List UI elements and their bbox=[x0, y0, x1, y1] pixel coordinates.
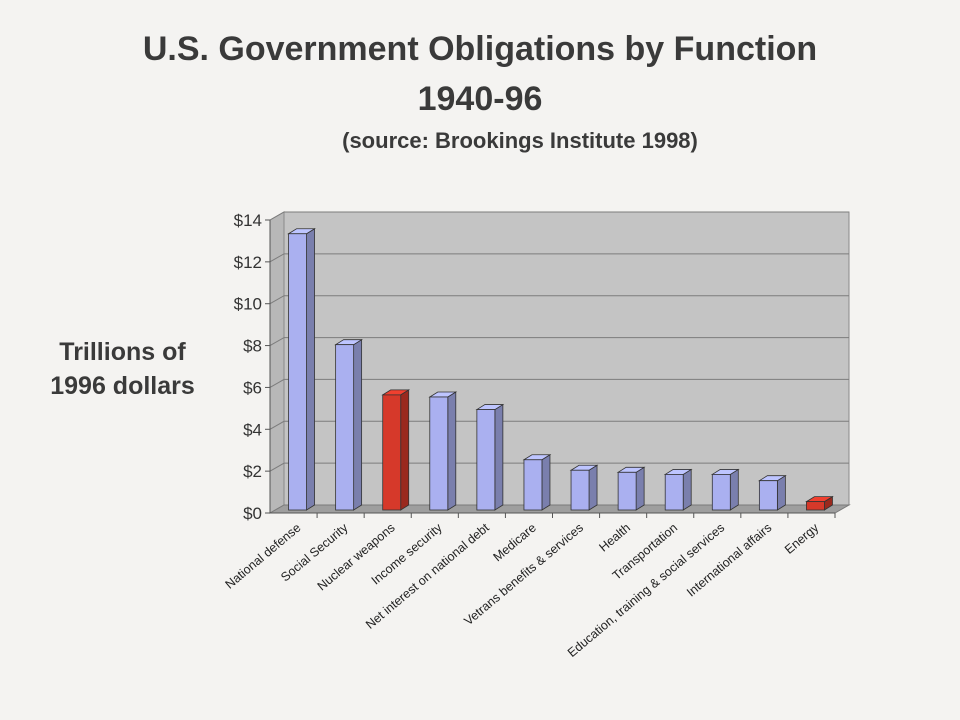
y-tick-label: $8 bbox=[243, 337, 262, 356]
x-tick-label: International affairs bbox=[684, 521, 774, 600]
chart-title-years: 1940-96 bbox=[417, 80, 543, 118]
bar-side bbox=[447, 391, 457, 511]
gridline bbox=[269, 462, 849, 472]
bar bbox=[711, 474, 731, 511]
gridline bbox=[269, 253, 849, 263]
bar-side bbox=[353, 338, 363, 511]
y-tick-label: $0 bbox=[243, 504, 262, 523]
bar bbox=[335, 344, 355, 511]
gridline bbox=[269, 420, 849, 430]
bar bbox=[758, 480, 778, 511]
bar-side bbox=[400, 389, 410, 511]
x-tick-label: Health bbox=[596, 521, 633, 555]
chart-source: (source: Brookings Institute 1998) bbox=[342, 128, 698, 153]
bar bbox=[806, 501, 825, 511]
y-axis-label-line1: Trillions of bbox=[59, 338, 186, 366]
gridline bbox=[269, 337, 849, 347]
bar bbox=[382, 394, 402, 511]
bar-side bbox=[682, 468, 692, 511]
y-tick-label: $2 bbox=[243, 462, 262, 481]
bar-side bbox=[541, 454, 551, 511]
bar bbox=[617, 471, 637, 511]
y-axis-label: Trillions of 1996 dollars bbox=[30, 335, 215, 403]
bar-side bbox=[729, 468, 739, 511]
bar-side bbox=[494, 403, 504, 511]
bar bbox=[523, 459, 543, 511]
chart-title: U.S. Government Obligations by Function bbox=[142, 30, 818, 68]
bar-side bbox=[588, 464, 598, 511]
y-tick-label: $4 bbox=[243, 420, 262, 439]
y-tick-label: $14 bbox=[234, 211, 262, 230]
y-tick-label: $10 bbox=[234, 295, 262, 314]
bar bbox=[288, 233, 307, 511]
bar bbox=[476, 409, 496, 511]
bar-side bbox=[635, 466, 645, 511]
plot-side-wall bbox=[269, 211, 285, 514]
y-tick-label: $6 bbox=[243, 378, 262, 397]
bar bbox=[664, 474, 684, 511]
gridline bbox=[269, 378, 849, 388]
plot-back-wall bbox=[283, 211, 850, 506]
y-tick-label: $12 bbox=[234, 253, 262, 272]
bar bbox=[429, 396, 449, 511]
bar-side bbox=[306, 228, 315, 511]
bar-side bbox=[776, 474, 786, 511]
x-tick-label: Energy bbox=[782, 520, 822, 557]
gridline bbox=[269, 295, 849, 305]
y-axis-label-line2: 1996 dollars bbox=[50, 372, 195, 400]
gridline bbox=[269, 211, 849, 221]
bar bbox=[570, 469, 590, 511]
